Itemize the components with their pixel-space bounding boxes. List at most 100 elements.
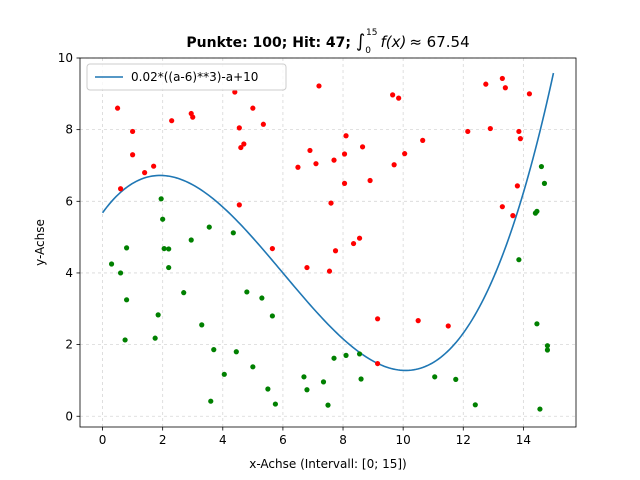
hit-point bbox=[244, 289, 250, 295]
legend-label: 0.02*((a-6)**3)-a+10 bbox=[131, 70, 258, 84]
hit-point bbox=[108, 261, 115, 267]
miss-point bbox=[390, 92, 396, 98]
miss-point bbox=[130, 128, 136, 135]
hit-point bbox=[155, 312, 161, 318]
x-tick-label: 8 bbox=[339, 433, 347, 447]
hit-point bbox=[534, 321, 540, 327]
miss-point bbox=[331, 157, 337, 163]
miss-point bbox=[341, 151, 348, 157]
miss-point bbox=[510, 213, 516, 219]
miss-point bbox=[465, 128, 471, 135]
miss-point bbox=[499, 75, 505, 82]
x-tick-label: 4 bbox=[219, 433, 227, 447]
x-tick-label: 2 bbox=[159, 433, 167, 447]
hit-point bbox=[453, 376, 459, 382]
hit-point bbox=[301, 374, 307, 380]
miss-point bbox=[307, 147, 313, 154]
miss-point bbox=[250, 105, 256, 111]
hit-point bbox=[250, 364, 256, 370]
x-tick-label: 10 bbox=[396, 433, 411, 447]
hit-point bbox=[541, 180, 548, 186]
y-tick-label: 4 bbox=[65, 266, 73, 280]
hit-point bbox=[181, 290, 187, 296]
miss-point bbox=[190, 114, 196, 120]
hit-point bbox=[343, 352, 349, 358]
miss-point bbox=[332, 248, 339, 254]
hit-point bbox=[122, 337, 128, 343]
x-tick-label: 0 bbox=[99, 433, 107, 447]
hit-point bbox=[537, 406, 543, 412]
miss-point bbox=[514, 183, 520, 189]
x-tick-label: 12 bbox=[456, 433, 471, 447]
hit-point bbox=[221, 371, 227, 377]
hit-point bbox=[516, 257, 522, 263]
integral-sign: ∫ bbox=[356, 31, 365, 52]
miss-point bbox=[326, 268, 333, 274]
hit-point bbox=[199, 322, 205, 328]
hit-point bbox=[188, 237, 194, 243]
x-axis-label: x-Achse (Intervall: [0; 15]) bbox=[249, 457, 406, 471]
hit-point bbox=[432, 374, 438, 380]
miss-point bbox=[241, 141, 247, 147]
miss-point bbox=[350, 240, 357, 247]
hit-point bbox=[158, 196, 164, 202]
miss-point bbox=[295, 164, 301, 170]
miss-point bbox=[367, 177, 373, 184]
hit-point bbox=[161, 245, 167, 252]
miss-point bbox=[517, 136, 523, 142]
hit-point bbox=[325, 402, 331, 408]
miss-point bbox=[502, 85, 508, 91]
integrand: f(x) bbox=[380, 33, 406, 51]
legend: 0.02*((a-6)**3)-a+10 bbox=[86, 63, 287, 91]
hit-point bbox=[123, 297, 130, 303]
x-tick-label: 14 bbox=[516, 433, 531, 447]
hit-point bbox=[166, 246, 172, 252]
legend-box bbox=[86, 63, 287, 91]
miss-point bbox=[236, 202, 242, 208]
miss-point bbox=[130, 152, 136, 158]
y-tick-label: 0 bbox=[65, 409, 73, 423]
plot-frame bbox=[79, 57, 577, 428]
hit-point bbox=[534, 208, 540, 214]
hit-point bbox=[265, 386, 271, 392]
miss-point bbox=[499, 204, 505, 210]
ticks: 0 2 4 6 8 10 12 14 0 2 4 6 8 10 bbox=[58, 51, 531, 447]
miss-point bbox=[341, 180, 348, 186]
miss-point bbox=[445, 323, 451, 329]
y-tick-label: 6 bbox=[65, 194, 73, 208]
hit-point bbox=[259, 295, 265, 301]
y-tick-label: 2 bbox=[65, 338, 73, 352]
hit-point bbox=[160, 216, 166, 222]
hit-point bbox=[230, 230, 236, 236]
miss-point bbox=[316, 83, 322, 89]
points-layer bbox=[108, 75, 551, 412]
hit-point bbox=[123, 245, 130, 251]
hit-point bbox=[472, 402, 478, 408]
hit-point bbox=[544, 347, 551, 353]
hit-point bbox=[356, 351, 363, 357]
hit-point bbox=[538, 163, 545, 170]
miss-point bbox=[269, 245, 275, 252]
miss-point bbox=[391, 162, 397, 168]
curve-layer bbox=[101, 72, 555, 372]
hit-point bbox=[233, 349, 239, 355]
integral-upper: 15 bbox=[366, 28, 377, 38]
miss-point bbox=[236, 125, 242, 131]
miss-point bbox=[356, 235, 363, 241]
miss-point bbox=[313, 161, 319, 167]
miss-point bbox=[343, 133, 349, 139]
miss-point bbox=[117, 186, 124, 192]
hit-point bbox=[272, 401, 278, 407]
hit-point bbox=[358, 376, 364, 382]
miss-point bbox=[402, 151, 408, 157]
miss-point bbox=[375, 316, 381, 322]
hit-point bbox=[166, 264, 172, 271]
miss-point bbox=[304, 264, 310, 271]
miss-point bbox=[328, 200, 334, 206]
hit-point bbox=[208, 398, 214, 404]
miss-point bbox=[420, 137, 426, 143]
miss-point bbox=[526, 91, 533, 97]
chart-title: Punkte: 100; Hit: 47; ∫0 15 f(x) ≈ 67.54 bbox=[186, 28, 469, 56]
y-tick-label: 10 bbox=[58, 51, 73, 65]
miss-point bbox=[260, 121, 266, 127]
